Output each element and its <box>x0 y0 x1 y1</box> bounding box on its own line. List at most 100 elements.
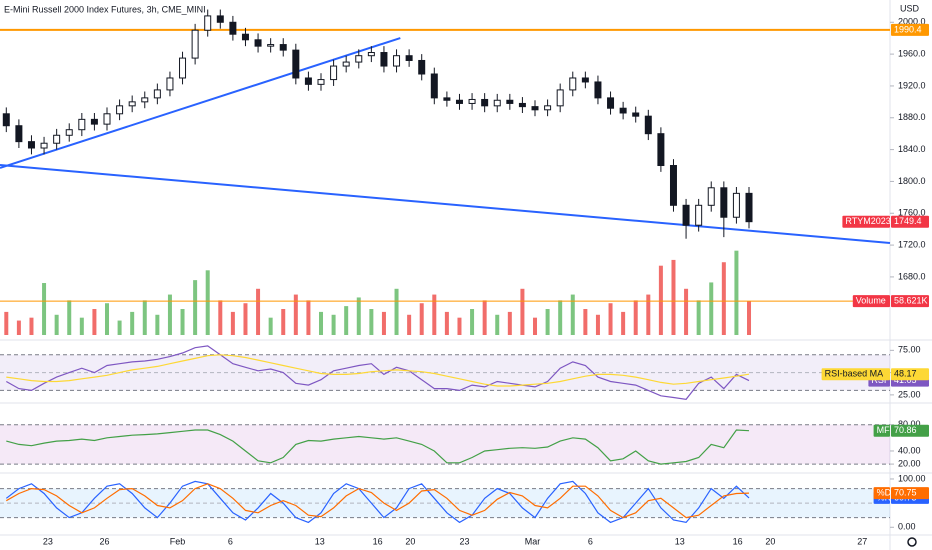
candle-body <box>204 15 212 31</box>
x-tick-label: 23 <box>460 536 470 546</box>
price-badge-name: %D <box>877 487 892 497</box>
volume-bar <box>92 309 97 335</box>
x-tick-label: 23 <box>43 536 53 546</box>
price-badge-name: MF <box>877 425 890 435</box>
candle-body <box>40 142 48 149</box>
candle-body <box>531 106 539 111</box>
price-badge-name-box <box>842 215 890 228</box>
price-badge <box>891 23 929 36</box>
price-badge <box>891 295 929 308</box>
volume-bar <box>130 311 135 335</box>
y-tick-label: 100.00 <box>898 473 926 483</box>
volume-bar <box>747 301 752 335</box>
y-tick-label: 1800.0 <box>898 176 926 186</box>
y-tick-label: 40.00 <box>898 445 921 455</box>
volume-bar <box>495 314 500 335</box>
candle-body <box>2 113 10 127</box>
volume-bar <box>558 300 563 335</box>
indicator-line <box>5 480 750 524</box>
candle-body <box>720 187 728 218</box>
candle-body <box>128 101 136 107</box>
volume-bar <box>117 320 122 335</box>
x-tick-label: 16 <box>733 536 743 546</box>
price-badge <box>891 487 929 500</box>
x-tick-label: 16 <box>373 536 383 546</box>
x-tick-label: 27 <box>857 536 867 546</box>
candle-body <box>53 134 61 144</box>
volume-bar <box>709 282 714 335</box>
candle-body <box>179 57 187 79</box>
candle-body <box>27 141 35 149</box>
volume-bar <box>67 300 72 335</box>
volume-bar <box>444 311 449 335</box>
price-badge <box>891 215 929 228</box>
candle-body <box>405 55 413 61</box>
candle-body <box>669 165 677 206</box>
y-tick-label: 1920.0 <box>898 80 926 90</box>
volume-bar <box>570 294 575 335</box>
candle-body <box>506 99 514 104</box>
volume-bar <box>230 311 235 335</box>
candle-body <box>393 55 401 67</box>
price-badge-name-box <box>821 368 890 381</box>
y-tick-label: 1960.0 <box>898 48 926 58</box>
currency-label: USD <box>900 3 920 13</box>
volume-bar <box>621 311 626 335</box>
candle-body <box>493 99 501 107</box>
volume-bar <box>583 309 588 335</box>
x-tick-label: 13 <box>675 536 685 546</box>
candle-body <box>632 112 640 117</box>
indicator-line <box>6 483 750 519</box>
volume-bar <box>595 314 600 335</box>
candle-body <box>732 192 740 218</box>
candle-body <box>241 33 249 41</box>
volume-bar <box>319 311 324 335</box>
volume-bar <box>306 300 311 335</box>
price-badge-name-box <box>873 487 890 500</box>
candle-body <box>682 204 690 226</box>
settings-icon[interactable] <box>907 537 917 547</box>
volume-bar <box>167 294 172 335</box>
price-badge <box>891 368 929 381</box>
volume-bar <box>193 280 198 335</box>
candle-body <box>304 77 312 85</box>
trend-line <box>0 164 891 245</box>
price-badge-name: RTYM2023 <box>845 216 890 226</box>
candle-body <box>355 55 363 63</box>
price-badge-value: 58.621K <box>894 296 928 306</box>
volume-bar <box>218 300 223 335</box>
price-badge-value: 48.17 <box>894 369 917 379</box>
volume-bar <box>671 259 676 335</box>
candle-body <box>65 129 73 136</box>
candle-body <box>367 52 375 57</box>
y-tick-label: 1720.0 <box>898 239 926 249</box>
volume-bar <box>407 314 412 335</box>
volume-bar <box>394 288 399 335</box>
candle-body <box>418 59 426 75</box>
volume-bar <box>684 288 689 335</box>
price-badge-name-box <box>852 295 890 308</box>
candle-body <box>644 115 652 135</box>
candle-body <box>468 98 476 104</box>
candle-body <box>15 125 23 143</box>
volume-bar <box>696 300 701 335</box>
candle-body <box>745 192 753 223</box>
candle-body <box>90 118 98 125</box>
volume-bar <box>381 311 386 335</box>
volume-bar <box>105 303 110 335</box>
candle-body <box>216 15 224 23</box>
settings-gear[interactable] <box>907 537 917 547</box>
candle-body <box>455 99 463 104</box>
candle-body <box>342 61 350 67</box>
chart-title: E-Mini Russell 2000 Index Futures, 3h, C… <box>4 4 206 14</box>
candle-body <box>556 89 564 107</box>
candle-body <box>166 77 174 91</box>
candle-body <box>279 44 287 51</box>
price-badge-name-box <box>873 424 890 437</box>
volume-bar <box>16 320 21 335</box>
volume-bar <box>356 297 361 335</box>
x-tick-label: 6 <box>228 536 233 546</box>
x-tick-label: 20 <box>765 536 775 546</box>
volume-bar <box>507 311 512 335</box>
